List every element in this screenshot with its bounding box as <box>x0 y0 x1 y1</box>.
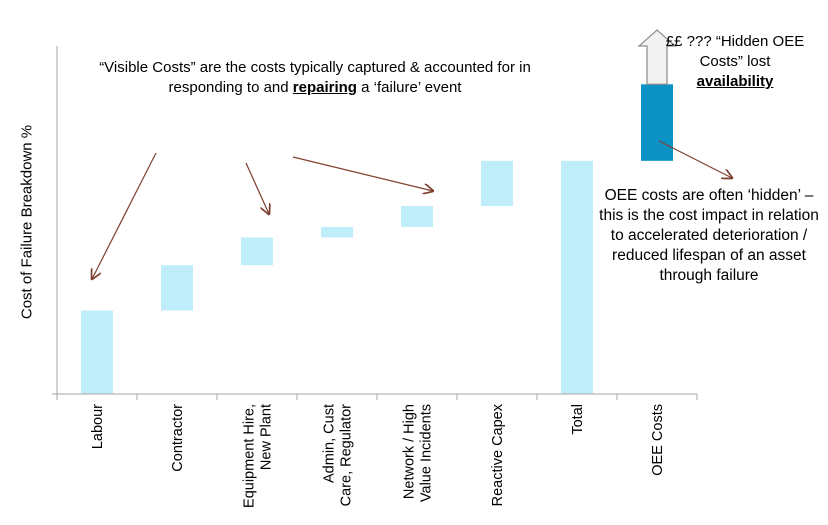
axes-group <box>52 46 698 400</box>
x-tick-label: Network / HighValue Incidents <box>402 404 435 502</box>
x-tick-label: Admin, CustCare, Regulator <box>322 404 355 507</box>
x-tick-label: Total <box>570 404 586 435</box>
hidden-costs-annotation: ££ ??? “Hidden OEE Costs” lost availabili… <box>660 32 810 92</box>
arrow-to-network <box>292 156 433 191</box>
visible-costs-text-post: a ‘failure’ event <box>356 79 462 96</box>
x-tick-label: OEE Costs <box>650 404 666 476</box>
x-tick-labels: Labour Contractor Equipment Hire,New Plant… <box>90 403 666 508</box>
bar-8 <box>641 84 673 161</box>
visible-costs-text-pre: “Visible Costs” are the costs typically … <box>99 59 531 96</box>
arrow-to-equipment <box>245 162 269 214</box>
arrow-to-labour <box>92 152 157 279</box>
arrow-to-oee-text <box>658 140 732 178</box>
hidden-costs-text: ££ ??? “Hidden OEE Costs” lost <box>665 33 805 70</box>
visible-costs-annotation: “Visible Costs” are the costs typically … <box>80 58 550 98</box>
y-axis-label: Cost of Failure Breakdown % <box>18 124 36 320</box>
x-tick-label: Labour <box>90 404 106 449</box>
bar-2 <box>161 265 193 311</box>
bar-4 <box>321 226 353 238</box>
bar-7 <box>561 160 593 394</box>
annotation-arrows <box>92 140 732 279</box>
x-tick-label: Equipment Hire,New Plant <box>242 404 275 508</box>
visible-costs-text-bold: repairing <box>292 79 357 96</box>
x-tick-label: Reactive Capex <box>490 403 506 506</box>
bar-1 <box>81 310 113 394</box>
hidden-costs-up-arrow <box>637 29 677 85</box>
oee-costs-annotation: OEE costs are often ‘hidden’ – this is t… <box>599 187 819 284</box>
bars-group <box>81 29 677 394</box>
bar-5 <box>401 206 433 227</box>
hidden-costs-availability: availability <box>696 73 774 90</box>
bar-6 <box>481 160 513 207</box>
bar-3 <box>241 237 273 266</box>
x-tick-label: Contractor <box>170 404 186 472</box>
